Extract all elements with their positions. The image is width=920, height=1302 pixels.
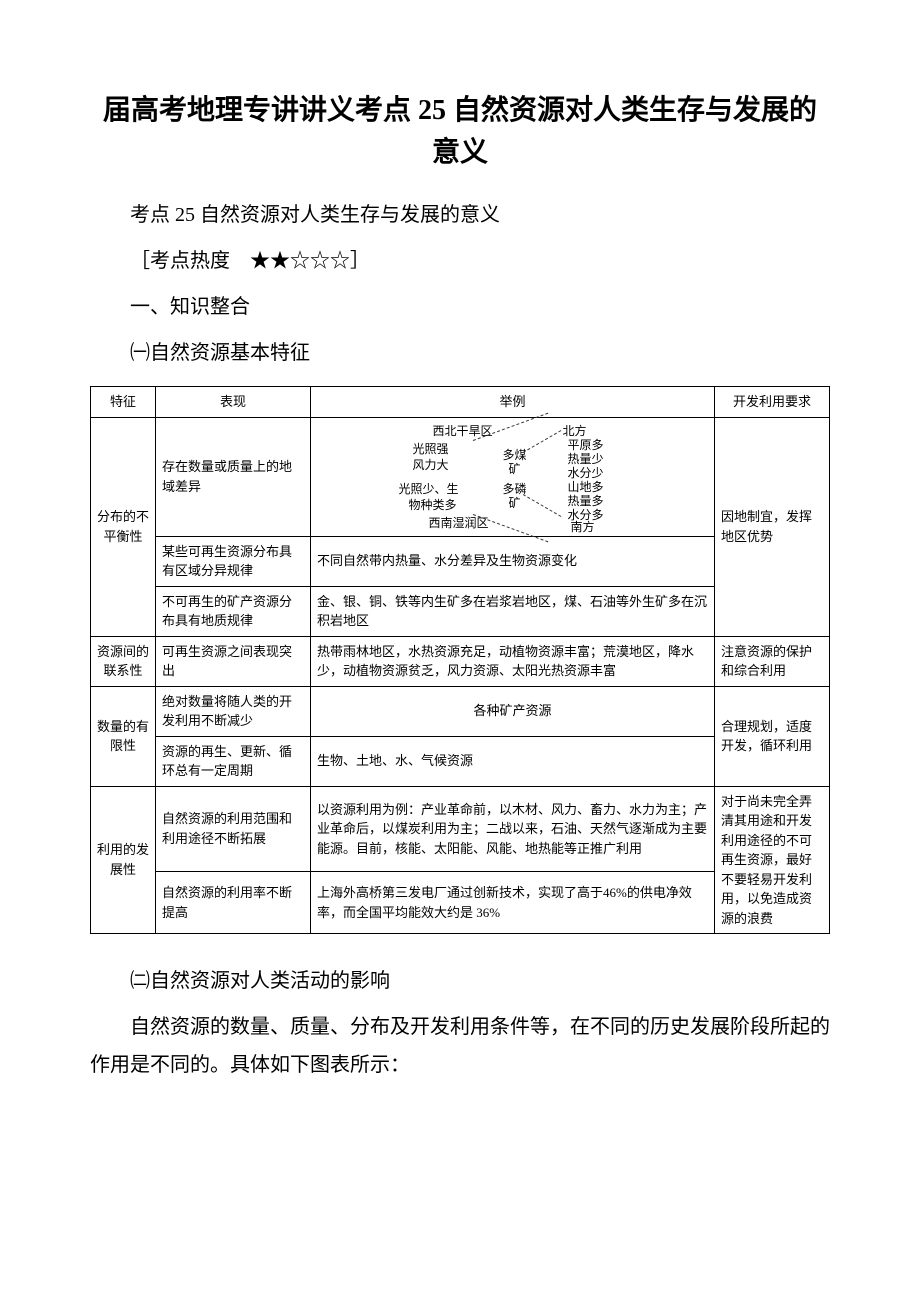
- cell-expression: 绝对数量将随人类的开发利用不断减少: [156, 686, 311, 736]
- cell-example: 热带雨林地区，水热资源充足，动植物资源丰富；荒漠地区，降水少，动植物资源贫乏，风…: [311, 636, 715, 686]
- features-table: 特征 表现 举例 开发利用要求 分布的不平衡性 存在数量或质量上的地域差异 西北…: [90, 386, 830, 934]
- cell-feature: 数量的有限性: [91, 686, 156, 786]
- cell-example: 各种矿产资源: [311, 686, 715, 736]
- subtitle: 考点 25 自然资源对人类生存与发展的意义: [90, 196, 830, 234]
- table-row: 数量的有限性 绝对数量将随人类的开发利用不断减少 各种矿产资源 合理规划，适度开…: [91, 686, 830, 736]
- diagram-label: 南方: [571, 518, 595, 536]
- cell-expression: 某些可再生资源分布具有区域分异规律: [156, 536, 311, 586]
- doc-title: 届高考地理专讲讲义考点 25 自然资源对人类生存与发展的意义: [90, 90, 830, 174]
- cell-feature: 分布的不平衡性: [91, 417, 156, 636]
- table-header-row: 特征 表现 举例 开发利用要求: [91, 387, 830, 418]
- table-row: 资源间的联系性 可再生资源之间表现突出 热带雨林地区，水热资源充足，动植物资源丰…: [91, 636, 830, 686]
- cell-expression: 存在数量或质量上的地域差异: [156, 417, 311, 536]
- diagram-label: 矿: [509, 460, 521, 478]
- diagram-label: 风力大: [413, 456, 449, 474]
- cell-example: 上海外高桥第三发电厂通过创新技术，实现了高于46%的供电净效率，而全国平均能效大…: [311, 872, 715, 934]
- cell-example: 金、银、铜、铁等内生矿多在岩浆岩地区，煤、石油等外生矿多在沉积岩地区: [311, 586, 715, 636]
- col-example: 举例: [311, 387, 715, 418]
- body-paragraph: 自然资源的数量、质量、分布及开发利用条件等，在不同的历史发展阶段所起的作用是不同…: [90, 1008, 830, 1084]
- cell-expression: 不可再生的矿产资源分布具有地质规律: [156, 586, 311, 636]
- cell-expression: 资源的再生、更新、循环总有一定周期: [156, 736, 311, 786]
- cell-example: 以资源利用为例：产业革命前，以木材、风力、畜力、水力为主；产业革命后，以煤炭利用…: [311, 786, 715, 872]
- cell-feature: 资源间的联系性: [91, 636, 156, 686]
- region-diagram: 西北干旱区 北方 光照强 风力大 光照少、生 物种类多 西南湿润区 平原多 热量…: [373, 422, 653, 532]
- diagram-arrow: [522, 494, 561, 517]
- cell-example-diagram: 西北干旱区 北方 光照强 风力大 光照少、生 物种类多 西南湿润区 平原多 热量…: [311, 417, 715, 536]
- cell-expression: 自然资源的利用范围和利用途径不断拓展: [156, 786, 311, 872]
- subsection-1-heading: ㈠自然资源基本特征: [90, 334, 830, 372]
- diagram-label: 矿: [509, 494, 521, 512]
- table-row: 利用的发展性 自然资源的利用范围和利用途径不断拓展 以资源利用为例：产业革命前，…: [91, 786, 830, 872]
- col-requirement: 开发利用要求: [715, 387, 830, 418]
- cell-expression: 自然资源的利用率不断提高: [156, 872, 311, 934]
- cell-example: 不同自然带内热量、水分差异及生物资源变化: [311, 536, 715, 586]
- table-row: 分布的不平衡性 存在数量或质量上的地域差异 西北干旱区 北方 光照强 风力大 光…: [91, 417, 830, 536]
- cell-requirement: 合理规划，适度开发，循环利用: [715, 686, 830, 786]
- cell-expression: 可再生资源之间表现突出: [156, 636, 311, 686]
- diagram-arrow: [522, 430, 561, 453]
- cell-requirement: 因地制宜，发挥地区优势: [715, 417, 830, 636]
- subsection-2-heading: ㈡自然资源对人类活动的影响: [90, 962, 830, 1000]
- col-expression: 表现: [156, 387, 311, 418]
- cell-feature: 利用的发展性: [91, 786, 156, 934]
- heat-rating: ［考点热度 ★★☆☆☆］: [90, 242, 830, 280]
- diagram-label: 物种类多: [409, 496, 457, 514]
- section-1-heading: 一、知识整合: [90, 288, 830, 326]
- cell-example: 生物、土地、水、气候资源: [311, 736, 715, 786]
- col-feature: 特征: [91, 387, 156, 418]
- cell-requirement: 对于尚未完全弄清其用途和开发利用途径的不可再生资源，最好不要轻易开发利用，以免造…: [715, 786, 830, 934]
- cell-requirement: 注意资源的保护和综合利用: [715, 636, 830, 686]
